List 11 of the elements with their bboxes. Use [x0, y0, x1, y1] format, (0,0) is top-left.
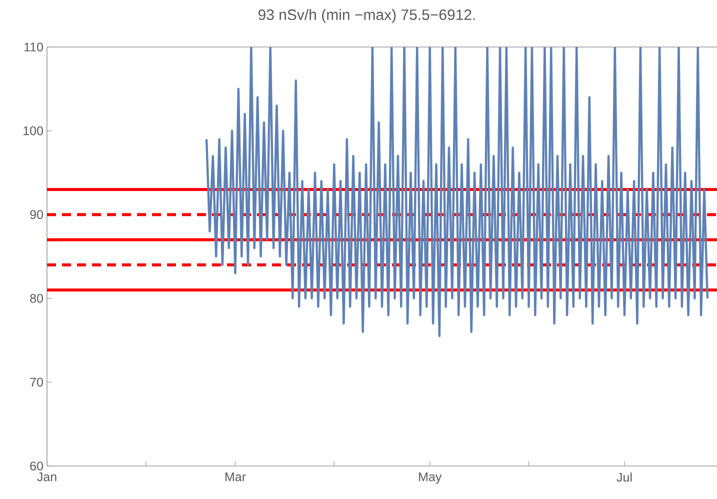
x-tick-label: May [419, 472, 442, 484]
y-tick-label: 70 [30, 378, 43, 387]
y-tick-label: 110 [24, 42, 43, 52]
y-tick-label: 60 [30, 462, 43, 470]
y-tick-label: 80 [30, 294, 43, 303]
x-tick-label: Jan [37, 472, 56, 482]
y-tick-label: 100 [24, 126, 43, 136]
chart-title: 93 nSv/h (min −max) 75.5−6912. [258, 9, 475, 23]
y-tick-label: 90 [30, 210, 43, 220]
x-tick-label: Jul [616, 472, 632, 482]
x-tick-label: Mar [226, 472, 246, 482]
